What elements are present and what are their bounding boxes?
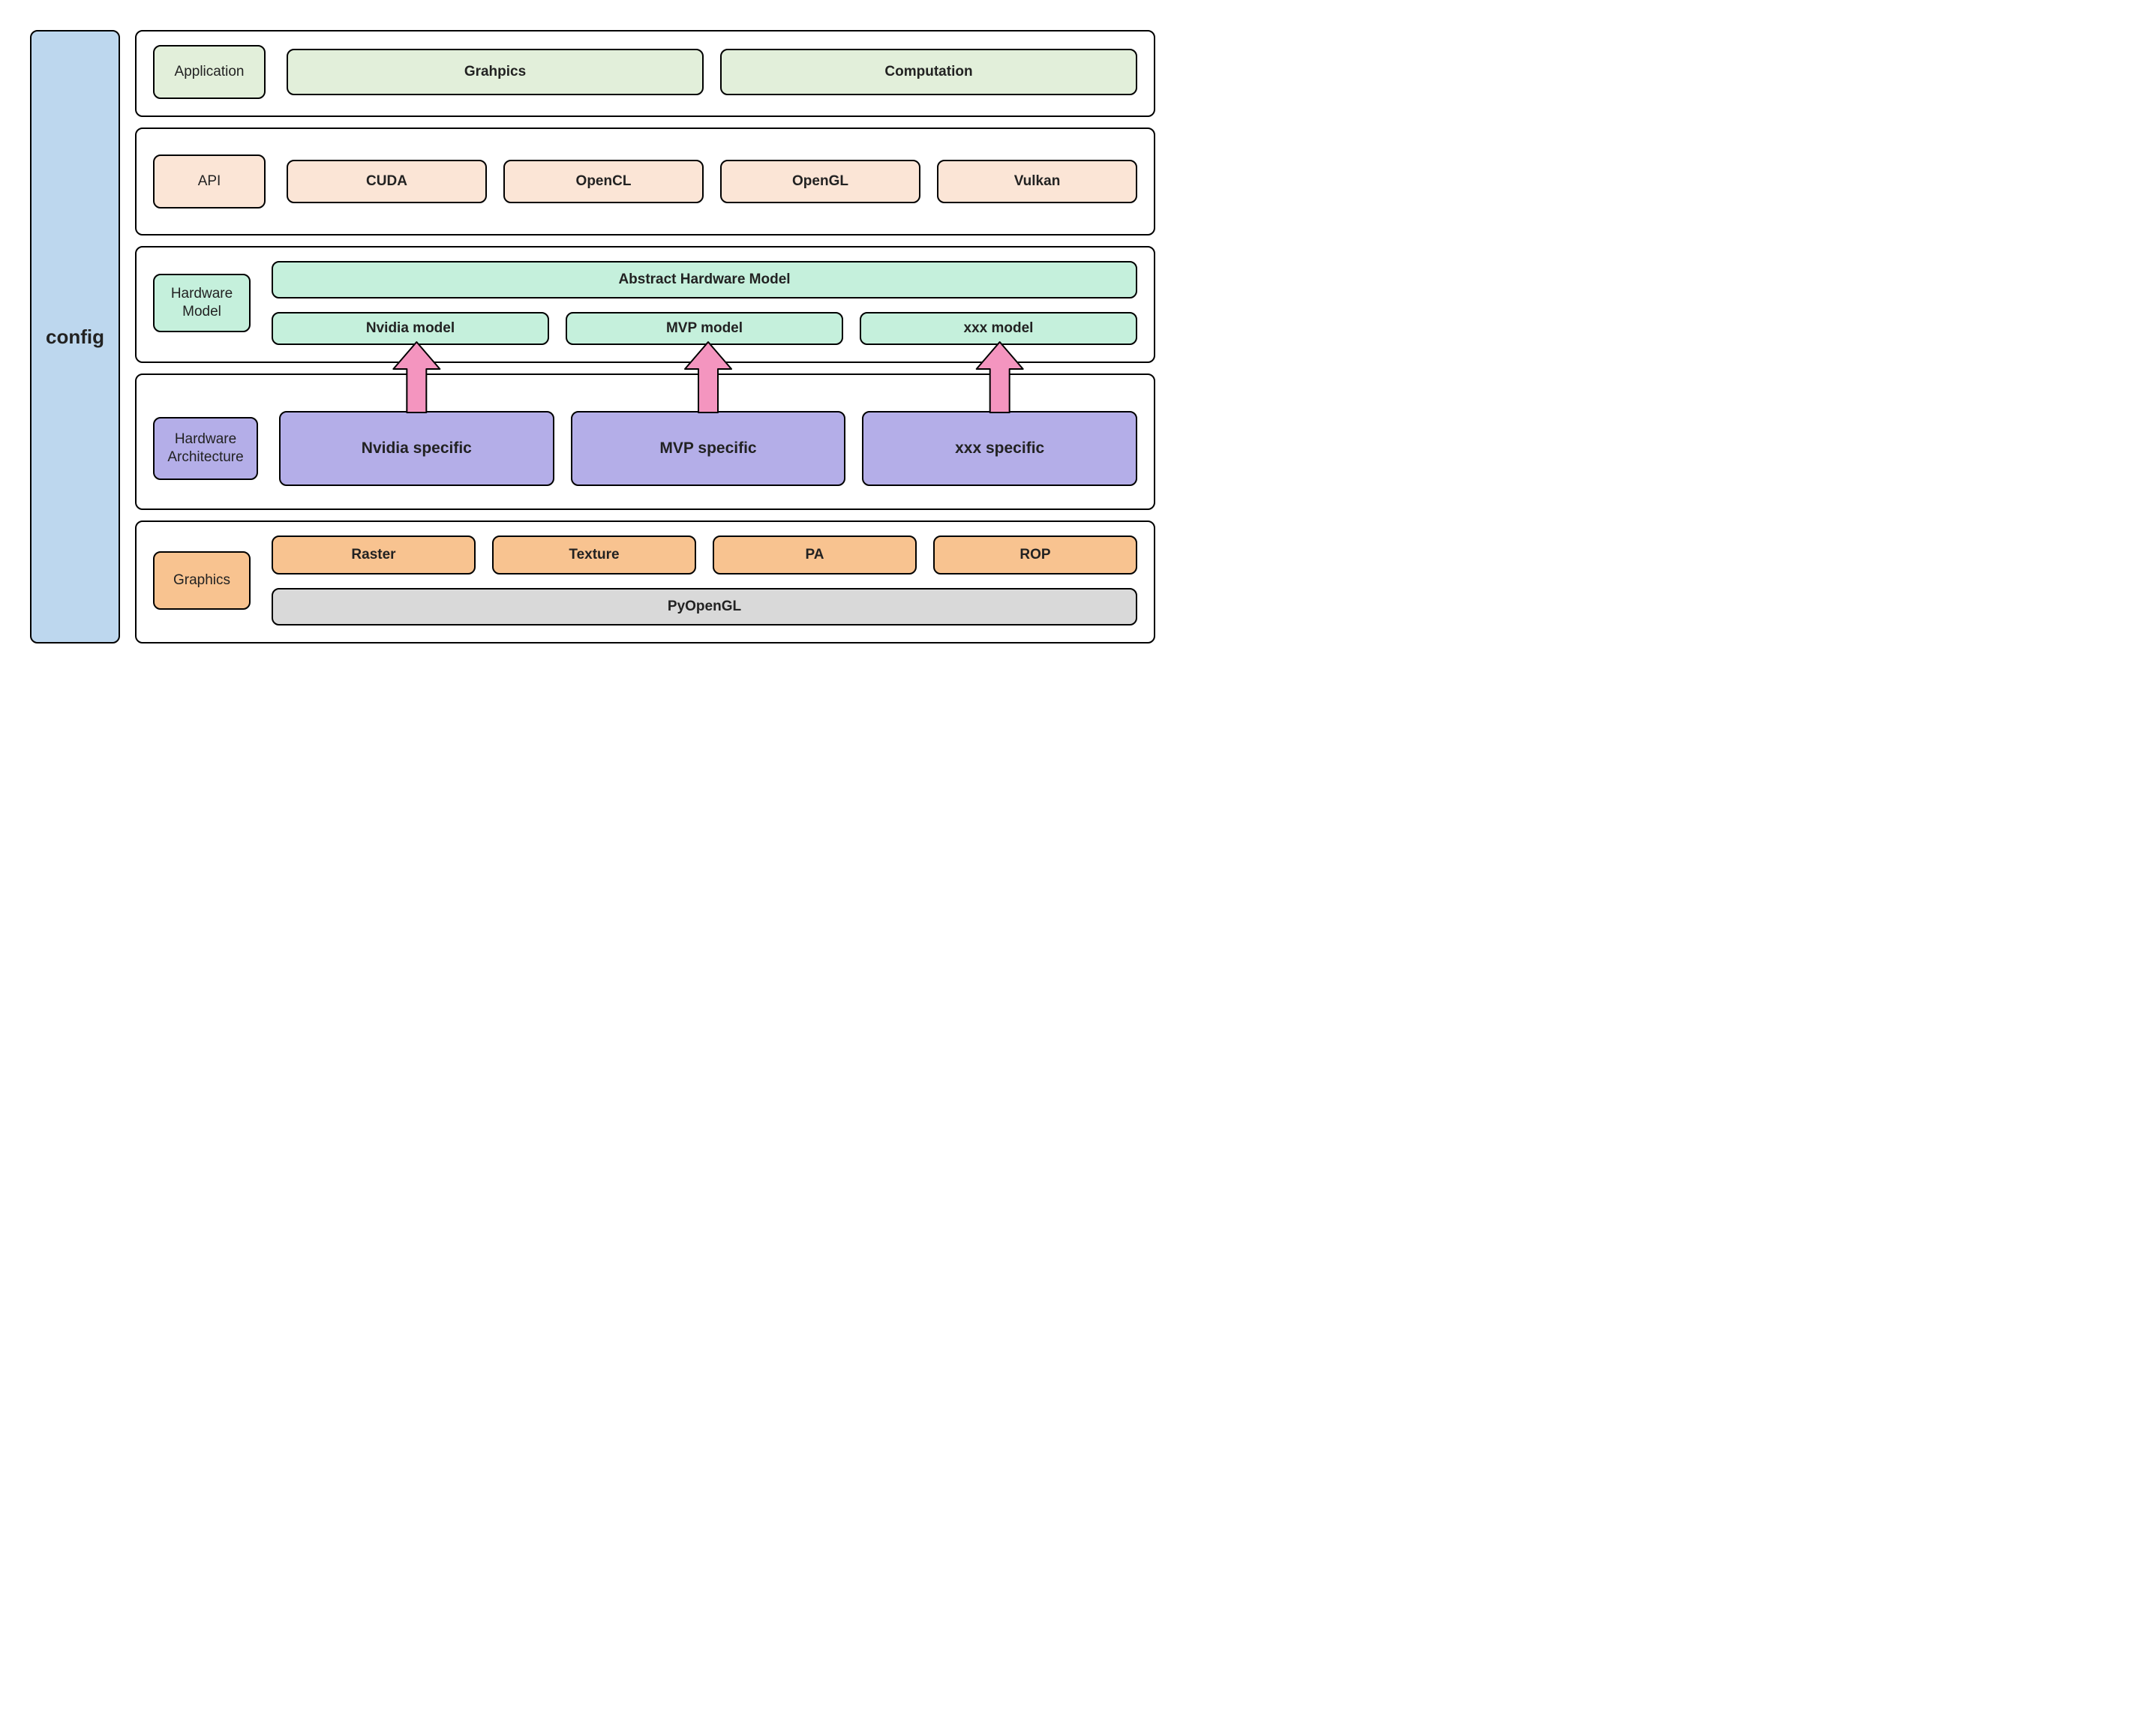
api-item-text-3: Vulkan	[1014, 173, 1061, 190]
graphics-row: Raster Texture PA ROP	[272, 536, 1137, 574]
hwarch-item-text-0: Nvidia specific	[362, 440, 472, 458]
hwmodel-row: Nvidia model MVP model xxx model	[272, 312, 1137, 345]
hwarch-item-nvidia: Nvidia specific	[279, 411, 554, 486]
graphics-item-text-2: PA	[806, 547, 824, 563]
api-item-text-0: CUDA	[366, 173, 407, 190]
api-item-opencl: OpenCL	[503, 160, 704, 203]
config-label: config	[46, 326, 104, 349]
hwmodel-item-text-0: Nvidia model	[366, 320, 455, 337]
abstract-hardware-model-box: Abstract Hardware Model	[272, 261, 1137, 298]
graphics-layer: Graphics Raster Texture PA ROP	[135, 520, 1155, 644]
api-row: CUDA OpenCL OpenGL Vulkan	[287, 160, 1137, 203]
application-layer-label: Application	[153, 45, 266, 99]
application-body: Grahpics Computation	[287, 49, 1137, 95]
application-item-text-0: Grahpics	[464, 64, 526, 80]
pyopengl-box: PyOpenGL	[272, 588, 1137, 626]
application-layer: Application Grahpics Computation	[135, 30, 1155, 117]
api-item-opengl: OpenGL	[720, 160, 920, 203]
hardware-architecture-layer-label: Hardware Architecture	[153, 417, 258, 480]
api-item-cuda: CUDA	[287, 160, 487, 203]
graphics-layer-label: Graphics	[153, 551, 251, 610]
hwmodel-body: Abstract Hardware Model Nvidia model MVP…	[272, 261, 1137, 345]
graphics-label-text: Graphics	[173, 572, 230, 590]
hwmodel-label-text: Hardware Model	[171, 285, 233, 321]
abstract-hw-text: Abstract Hardware Model	[618, 272, 790, 288]
hwarch-label-text: Hardware Architecture	[167, 430, 243, 466]
graphics-item-rop: ROP	[933, 536, 1137, 574]
hwmodel-item-nvidia: Nvidia model	[272, 312, 549, 345]
hwarch-body: Nvidia specific MVP specific xxx specifi…	[279, 411, 1137, 486]
hwarch-item-text-1: MVP specific	[659, 440, 756, 458]
hwmodel-item-mvp: MVP model	[566, 312, 843, 345]
hardware-model-layer: Hardware Model Abstract Hardware Model N…	[135, 246, 1155, 363]
hwmodel-item-text-1: MVP model	[666, 320, 743, 337]
config-column: config	[30, 30, 120, 644]
pyopengl-text: PyOpenGL	[668, 598, 741, 615]
application-item-graphics: Grahpics	[287, 49, 704, 95]
api-item-text-2: OpenGL	[792, 173, 848, 190]
hwarch-row: Nvidia specific MVP specific xxx specifi…	[279, 411, 1137, 486]
application-item-text-1: Computation	[884, 64, 972, 80]
api-label-text: API	[198, 172, 221, 190]
graphics-item-text-0: Raster	[351, 547, 395, 563]
hwarch-item-xxx: xxx specific	[862, 411, 1137, 486]
hardware-architecture-layer: Hardware Architecture Nvidia specific MV…	[135, 374, 1155, 510]
api-body: CUDA OpenCL OpenGL Vulkan	[287, 160, 1137, 203]
hardware-model-layer-label: Hardware Model	[153, 274, 251, 332]
application-label-text: Application	[175, 63, 245, 81]
graphics-body: Raster Texture PA ROP PyOpenGL	[272, 536, 1137, 626]
hwarch-item-text-2: xxx specific	[955, 440, 1044, 458]
graphics-item-raster: Raster	[272, 536, 476, 574]
hwmodel-item-text-2: xxx model	[964, 320, 1034, 337]
hwarch-item-mvp: MVP specific	[571, 411, 846, 486]
api-item-text-1: OpenCL	[576, 173, 632, 190]
graphics-item-text-3: ROP	[1019, 547, 1050, 563]
hwmodel-item-xxx: xxx model	[860, 312, 1137, 345]
api-layer-label: API	[153, 154, 266, 208]
application-row: Grahpics Computation	[287, 49, 1137, 95]
api-item-vulkan: Vulkan	[937, 160, 1137, 203]
graphics-item-pa: PA	[713, 536, 917, 574]
graphics-item-text-1: Texture	[569, 547, 619, 563]
application-item-computation: Computation	[720, 49, 1137, 95]
layers-container: Application Grahpics Computation API	[135, 30, 1155, 644]
api-layer: API CUDA OpenCL OpenGL Vulkan	[135, 128, 1155, 236]
graphics-item-texture: Texture	[492, 536, 696, 574]
architecture-diagram: config Application Grahpics Computation	[30, 30, 1155, 644]
